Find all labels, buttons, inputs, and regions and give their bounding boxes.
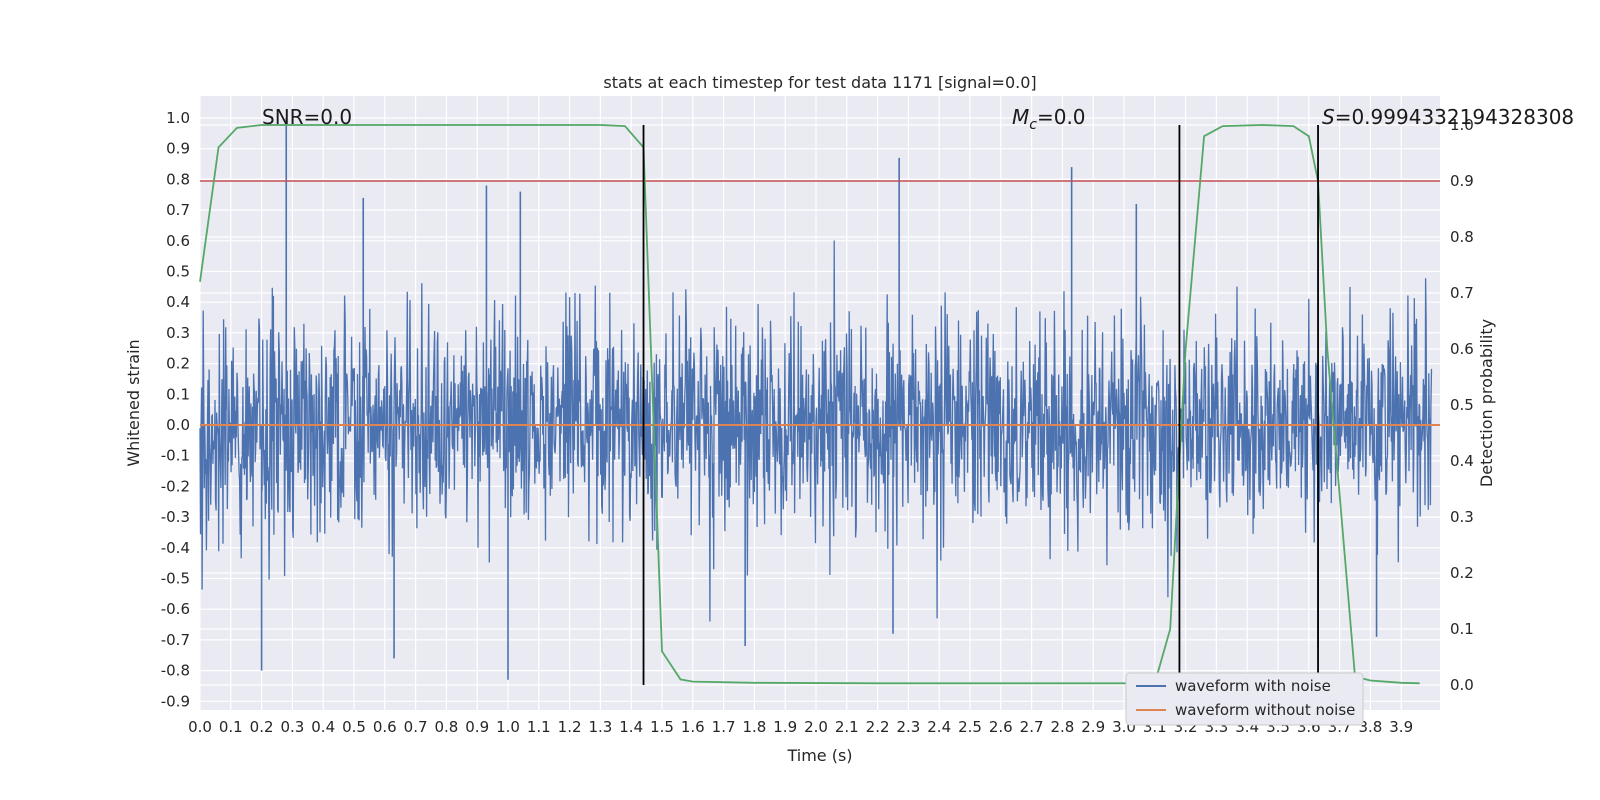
- x-tick-label: 0.0: [188, 718, 212, 736]
- y-tick-labels: 1.0 0.9 0.8 0.7 0.6 0.5 0.4 0.3 0.2 0.1 0.0 -0.1 -0.…: [161, 109, 190, 710]
- x-tick-label: 0.9: [465, 718, 489, 736]
- x-tick-label: 0.5: [342, 718, 366, 736]
- y2-tick-label: 0.3: [1450, 508, 1474, 526]
- x-tick-label: 0.8: [434, 718, 458, 736]
- x-tick-label: 3.8: [1358, 718, 1382, 736]
- x-tick-label: 1.1: [527, 718, 551, 736]
- score-value: =0.9994332194328308: [1335, 105, 1574, 129]
- x-tick-labels: 0.0 0.1 0.2 0.3 0.4 0.5 0.6 0.7 0.8 0.9 1.0 1.1 1.2 1…: [188, 718, 1413, 736]
- chirp-mass-symbol: M: [1012, 105, 1029, 129]
- x-tick-label: 3.9: [1389, 718, 1413, 736]
- x-tick-label: 1.8: [742, 718, 766, 736]
- y2-tick-label: 1.0: [1450, 116, 1474, 134]
- x-tick-label: 1.5: [650, 718, 674, 736]
- y-tick-label: -0.7: [161, 631, 190, 649]
- score-annotation: S=0.9994332194328308: [1322, 105, 1574, 129]
- x-tick-label: 2.4: [927, 718, 951, 736]
- y-tick-label: 0.6: [166, 232, 190, 250]
- x-tick-label: 0.4: [311, 718, 335, 736]
- y2-tick-label: 0.6: [1450, 340, 1474, 358]
- x-axis-label: Time (s): [786, 746, 852, 765]
- y-tick-label: 1.0: [166, 109, 190, 127]
- legend: waveform with noise waveform without noi…: [1125, 672, 1364, 726]
- x-tick-label: 1.0: [496, 718, 520, 736]
- y2-tick-label: 0.8: [1450, 228, 1474, 246]
- y2-tick-labels: 1.0 0.9 0.8 0.7 0.6 0.5 0.4 0.3 0.2 0.1 0.0: [1450, 116, 1474, 694]
- x-tick-label: 1.6: [681, 718, 705, 736]
- x-tick-label: 2.2: [866, 718, 890, 736]
- y2-tick-label: 0.7: [1450, 284, 1474, 302]
- noise-trace: [199, 240, 1433, 622]
- snr-annotation: SNR=0.0: [262, 105, 352, 129]
- x-tick-label: 2.9: [1081, 718, 1105, 736]
- x-tick-label: 2.5: [958, 718, 982, 736]
- chart-title: stats at each timestep for test data 117…: [603, 73, 1036, 92]
- chirp-mass-value: =0.0: [1037, 105, 1086, 129]
- x-tick-label: 2.3: [896, 718, 920, 736]
- x-tick-label: 1.7: [712, 718, 736, 736]
- chirp-mass-annotation: Mc=0.0: [1012, 105, 1086, 133]
- y2-tick-label: 0.1: [1450, 620, 1474, 638]
- y-tick-label: 0.5: [166, 263, 190, 281]
- y-tick-label: -0.3: [161, 508, 190, 526]
- y-tick-label: 0.8: [166, 170, 190, 188]
- x-tick-label: 0.3: [280, 718, 304, 736]
- y-tick-label: -0.1: [161, 447, 190, 465]
- x-tick-label: 2.8: [1050, 718, 1074, 736]
- legend-label-noise: waveform with noise: [1175, 677, 1331, 695]
- x-tick-label: 0.2: [250, 718, 274, 736]
- y2-axis-label: Detection probability: [1477, 319, 1496, 487]
- y-tick-label: -0.2: [161, 477, 190, 495]
- y-tick-label: 0.4: [166, 293, 190, 311]
- y2-tick-label: 0.0: [1450, 676, 1474, 694]
- y-axis-label: Whitened strain: [124, 339, 143, 466]
- x-tick-label: 1.4: [619, 718, 643, 736]
- y-tick-label: 0.1: [166, 385, 190, 403]
- y-tick-label: 0.9: [166, 140, 190, 158]
- y-tick-label: -0.5: [161, 570, 190, 588]
- legend-box: [1125, 672, 1364, 726]
- y-tick-label: 0.0: [166, 416, 190, 434]
- x-tick-label: 0.6: [373, 718, 397, 736]
- y2-tick-label: 0.2: [1450, 564, 1474, 582]
- x-tick-label: 0.1: [219, 718, 243, 736]
- y-tick-label: 0.2: [166, 355, 190, 373]
- x-tick-label: 1.2: [558, 718, 582, 736]
- x-tick-label: 2.7: [1020, 718, 1044, 736]
- x-tick-label: 1.3: [588, 718, 612, 736]
- x-tick-label: 2.1: [835, 718, 859, 736]
- y-tick-label: 0.3: [166, 324, 190, 342]
- x-tick-label: 0.7: [404, 718, 428, 736]
- y-tick-label: 0.7: [166, 201, 190, 219]
- y2-tick-label: 0.5: [1450, 396, 1474, 414]
- y2-tick-label: 0.9: [1450, 172, 1474, 190]
- x-tick-label: 2.6: [989, 718, 1013, 736]
- x-tick-label: 1.9: [773, 718, 797, 736]
- x-tick-label: 2.0: [804, 718, 828, 736]
- y-tick-label: -0.4: [161, 539, 190, 557]
- score-symbol: S: [1322, 105, 1335, 129]
- y2-tick-label: 0.4: [1450, 452, 1474, 470]
- chirp-mass-subscript: c: [1029, 117, 1037, 133]
- vertical-markers: [642, 125, 1319, 685]
- y-tick-label: -0.9: [161, 692, 190, 710]
- legend-label-clean: waveform without noise: [1175, 701, 1355, 719]
- y-tick-label: -0.8: [161, 662, 190, 680]
- y-tick-label: -0.6: [161, 600, 190, 618]
